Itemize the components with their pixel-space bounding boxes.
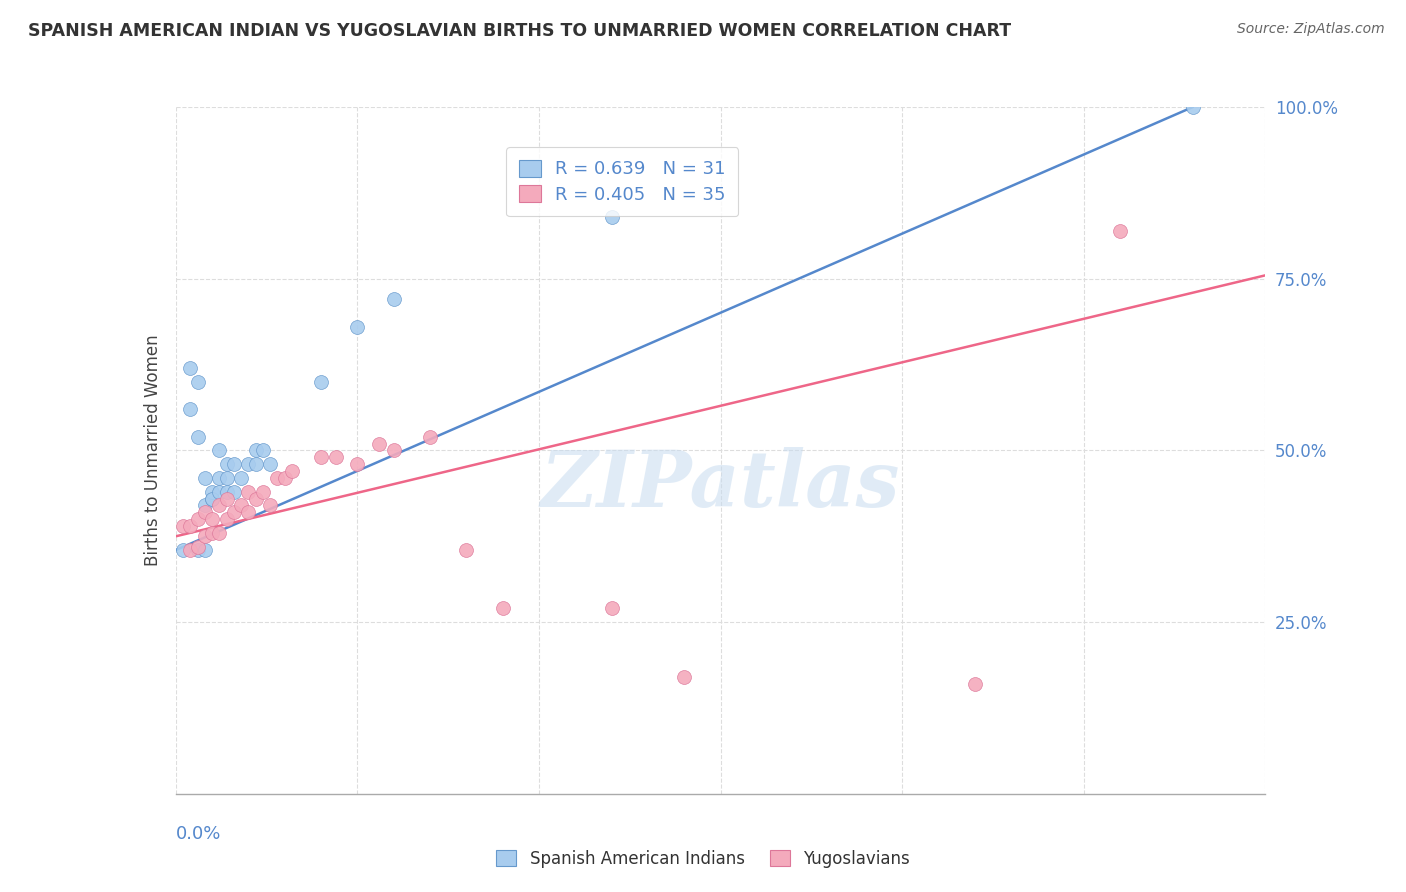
Legend: R = 0.639   N = 31, R = 0.405   N = 35: R = 0.639 N = 31, R = 0.405 N = 35 [506, 147, 738, 216]
Point [194, 505, 217, 519]
Point [194, 543, 217, 558]
Point [215, 512, 238, 526]
Point [309, 450, 332, 465]
Point [259, 499, 281, 513]
Point [172, 543, 194, 558]
Point [222, 505, 245, 519]
Point [456, 543, 478, 558]
Point [201, 512, 224, 526]
Point [346, 457, 368, 471]
Point [238, 457, 260, 471]
Point [309, 375, 332, 389]
Point [245, 443, 267, 458]
Point [266, 471, 288, 485]
Point [222, 457, 245, 471]
Y-axis label: Births to Unmarried Women: Births to Unmarried Women [143, 334, 162, 566]
Point [172, 519, 194, 533]
Point [179, 543, 201, 558]
Point [382, 293, 405, 307]
Point [215, 457, 238, 471]
Point [215, 471, 238, 485]
Point [179, 519, 201, 533]
Point [208, 484, 231, 499]
Point [346, 319, 368, 334]
Point [382, 443, 405, 458]
Point [179, 361, 201, 376]
Point [245, 457, 267, 471]
Text: 0.0%: 0.0% [176, 825, 221, 843]
Point [238, 484, 260, 499]
Point [179, 402, 201, 417]
Point [186, 375, 209, 389]
Point [201, 525, 224, 540]
Text: Source: ZipAtlas.com: Source: ZipAtlas.com [1237, 22, 1385, 37]
Point [600, 601, 623, 615]
Point [208, 525, 231, 540]
Point [201, 491, 224, 506]
Point [201, 484, 224, 499]
Point [186, 430, 209, 444]
Point [208, 499, 231, 513]
Point [222, 484, 245, 499]
Point [252, 443, 274, 458]
Point [194, 499, 217, 513]
Point [208, 443, 231, 458]
Legend: Spanish American Indians, Yugoslavians: Spanish American Indians, Yugoslavians [489, 844, 917, 875]
Point [419, 430, 441, 444]
Point [194, 529, 217, 543]
Point [194, 471, 217, 485]
Point [368, 436, 391, 450]
Point [215, 484, 238, 499]
Point [1181, 100, 1204, 114]
Point [325, 450, 347, 465]
Point [673, 670, 696, 684]
Point [245, 491, 267, 506]
Point [252, 484, 274, 499]
Point [186, 540, 209, 554]
Text: SPANISH AMERICAN INDIAN VS YUGOSLAVIAN BIRTHS TO UNMARRIED WOMEN CORRELATION CHA: SPANISH AMERICAN INDIAN VS YUGOSLAVIAN B… [28, 22, 1011, 40]
Point [963, 677, 986, 691]
Point [231, 471, 253, 485]
Point [492, 601, 515, 615]
Point [208, 471, 231, 485]
Point [281, 464, 304, 478]
Point [186, 512, 209, 526]
Point [231, 499, 253, 513]
Point [215, 491, 238, 506]
Point [259, 457, 281, 471]
Point [238, 505, 260, 519]
Point [186, 543, 209, 558]
Point [201, 491, 224, 506]
Point [600, 210, 623, 224]
Point [1109, 224, 1132, 238]
Text: ZIPatlas: ZIPatlas [541, 447, 900, 523]
Point [274, 471, 297, 485]
